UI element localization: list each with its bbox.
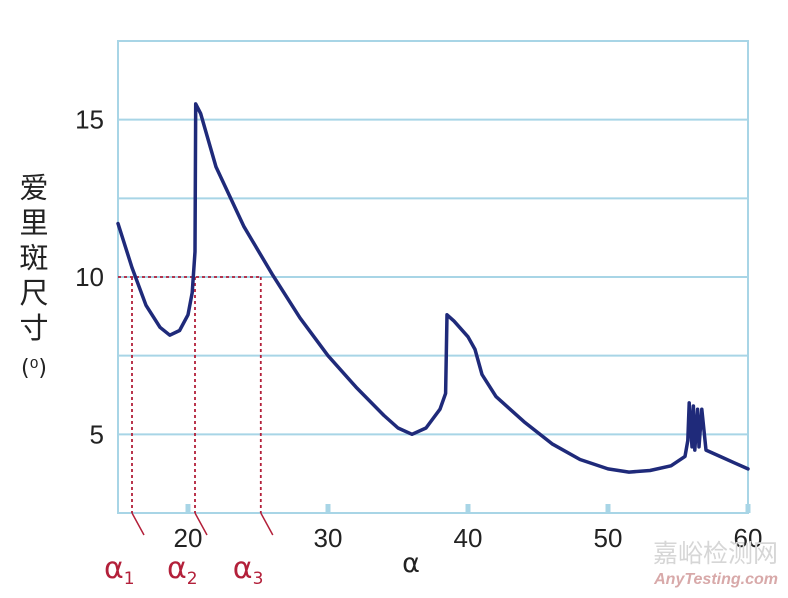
alpha-label-2: α2 — [167, 551, 198, 589]
alpha-label-subscript-3: 3 — [253, 569, 264, 589]
x-tick-label: 50 — [594, 523, 623, 553]
alpha-label-subscript-2: 2 — [187, 569, 198, 589]
watermark-cn: 嘉峪检测网 — [653, 539, 778, 568]
x-tick-label: 40 — [454, 523, 483, 553]
alpha-label-3: α3 — [233, 551, 264, 589]
watermark: 嘉峪检测网 AnyTesting.com — [653, 539, 778, 588]
y-tick-label: 15 — [75, 105, 104, 135]
grid — [118, 118, 748, 436]
y-axis-label-char-2: 里 — [19, 206, 48, 240]
x-axis-label: α — [402, 548, 420, 579]
alpha-label-subscript-1: 1 — [124, 569, 135, 589]
y-axis-label-char-4: 尺 — [19, 276, 48, 310]
alpha-leader-2 — [194, 512, 208, 536]
y-axis-label-char-3: 斑 — [19, 241, 48, 275]
y-tick-label: 5 — [90, 419, 104, 449]
watermark-en: AnyTesting.com — [653, 571, 778, 588]
x-tick-label: 60 — [734, 523, 763, 553]
y-axis-unit: (⁰) — [21, 356, 47, 381]
x-tick-label: 20 — [174, 523, 203, 553]
alpha-leader-1 — [131, 512, 145, 536]
y-axis-label-char-5: 寸 — [19, 311, 48, 345]
x-axis: 20 30 40 50 60 — [174, 504, 763, 553]
y-axis-label-char-1: 爱 — [19, 171, 48, 205]
y-axis: 5 10 15 — [75, 105, 104, 450]
airy-spot-curve — [116, 102, 750, 474]
y-axis-label: 爱 里 斑 尺 寸 (⁰) — [19, 171, 48, 381]
y-tick-label: 10 — [75, 262, 104, 292]
x-tick-label: 30 — [314, 523, 343, 553]
alpha-label-1: α1 — [104, 551, 135, 589]
alpha-leader-3 — [260, 512, 274, 536]
